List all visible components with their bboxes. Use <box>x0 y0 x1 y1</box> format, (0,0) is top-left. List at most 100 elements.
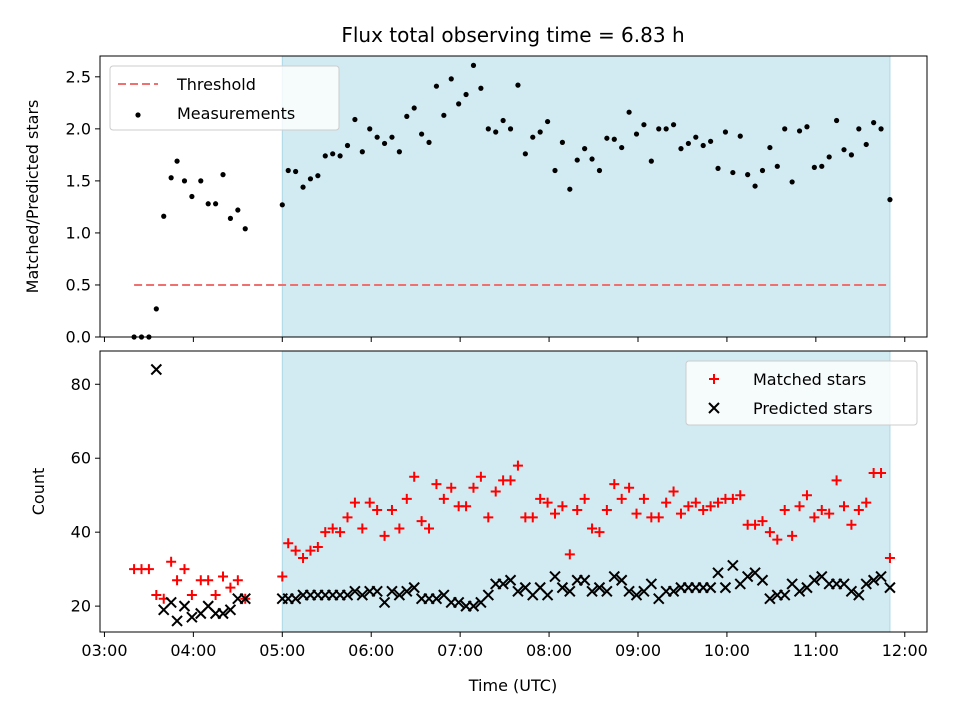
data-point <box>452 596 465 609</box>
legend: Threshold Measurements <box>109 65 340 131</box>
data-point <box>690 497 701 508</box>
data-point <box>668 486 679 497</box>
chart-title: Flux total observing time = 6.83 h <box>341 23 684 47</box>
data-point <box>393 589 406 601</box>
data-point <box>493 129 499 135</box>
data-point <box>181 178 188 184</box>
data-point <box>619 144 625 151</box>
y-tick-label: 0.5 <box>66 275 91 294</box>
data-point <box>559 139 566 145</box>
data-point <box>537 129 543 135</box>
legend-box <box>685 360 918 426</box>
data-point <box>816 504 827 515</box>
data-point <box>845 585 858 598</box>
data-point <box>386 585 398 598</box>
data-point <box>737 133 743 139</box>
data-point <box>178 600 191 612</box>
data-point <box>631 508 642 519</box>
series-predicted-stars <box>150 363 896 627</box>
data-point <box>656 126 662 132</box>
data-point <box>848 152 855 158</box>
data-point <box>153 306 159 312</box>
data-point <box>871 120 877 126</box>
data-point <box>564 549 575 560</box>
legend-label: Threshold <box>176 75 256 94</box>
data-point <box>648 158 654 164</box>
data-point <box>698 504 709 515</box>
data-point <box>367 126 373 132</box>
legend-cross-handle <box>708 402 720 414</box>
data-point <box>633 131 640 137</box>
data-point <box>179 564 190 575</box>
data-point <box>315 173 321 179</box>
data-point <box>171 615 183 627</box>
data-point <box>500 117 506 124</box>
data-point <box>593 581 606 594</box>
data-point <box>722 129 729 135</box>
data-point <box>143 564 154 575</box>
data-point <box>685 140 691 147</box>
x-tick-label: 10:00 <box>704 641 750 660</box>
data-point <box>564 585 576 598</box>
data-point <box>285 167 291 174</box>
data-point <box>789 179 795 185</box>
data-point <box>431 479 442 490</box>
data-point <box>225 582 236 593</box>
data-point <box>841 147 847 153</box>
data-point <box>198 178 204 184</box>
data-point <box>522 151 528 157</box>
data-point <box>572 504 583 515</box>
y-axis-label: Matched/Predicted stars <box>23 100 42 294</box>
y-tick-label: 40 <box>71 523 91 542</box>
data-point <box>419 131 425 137</box>
data-point <box>461 501 472 512</box>
data-point <box>512 460 523 471</box>
y-tick-label: 1.5 <box>66 171 91 190</box>
data-point <box>609 479 620 490</box>
data-point <box>478 85 484 91</box>
data-point <box>801 490 812 501</box>
data-point <box>352 116 358 123</box>
data-point <box>708 138 714 144</box>
data-point <box>409 471 420 482</box>
y-tick-label: 1.0 <box>66 223 91 242</box>
data-point <box>826 154 832 160</box>
data-point <box>853 589 865 601</box>
x-tick-label: 09:00 <box>615 641 661 660</box>
data-point <box>856 126 862 132</box>
data-point <box>824 508 835 519</box>
data-point <box>552 167 558 174</box>
legend-plus-handle <box>709 374 719 384</box>
data-point <box>330 151 336 157</box>
data-point <box>861 497 872 508</box>
data-point <box>730 169 736 176</box>
data-point <box>475 471 486 482</box>
data-point <box>638 493 649 504</box>
data-point <box>505 475 516 486</box>
data-point <box>283 538 294 549</box>
data-point <box>764 527 775 538</box>
data-point <box>549 570 561 583</box>
data-point <box>757 516 768 527</box>
data-point <box>416 516 427 527</box>
data-point <box>411 105 417 111</box>
data-point <box>839 501 850 512</box>
data-point <box>150 363 163 376</box>
data-point <box>448 76 454 82</box>
data-point <box>623 585 635 598</box>
data-point <box>372 504 383 515</box>
data-point <box>624 482 635 493</box>
data-point <box>586 585 598 598</box>
data-point <box>438 493 449 504</box>
data-point <box>616 493 627 504</box>
data-point <box>213 201 219 207</box>
data-point <box>819 163 825 169</box>
data-point <box>705 501 716 512</box>
legend-label: Predicted stars <box>753 399 873 418</box>
data-point <box>203 575 214 586</box>
data-point <box>463 91 469 98</box>
data-point <box>752 183 758 189</box>
data-point <box>608 570 620 583</box>
data-point <box>359 149 365 155</box>
data-point <box>764 593 776 605</box>
